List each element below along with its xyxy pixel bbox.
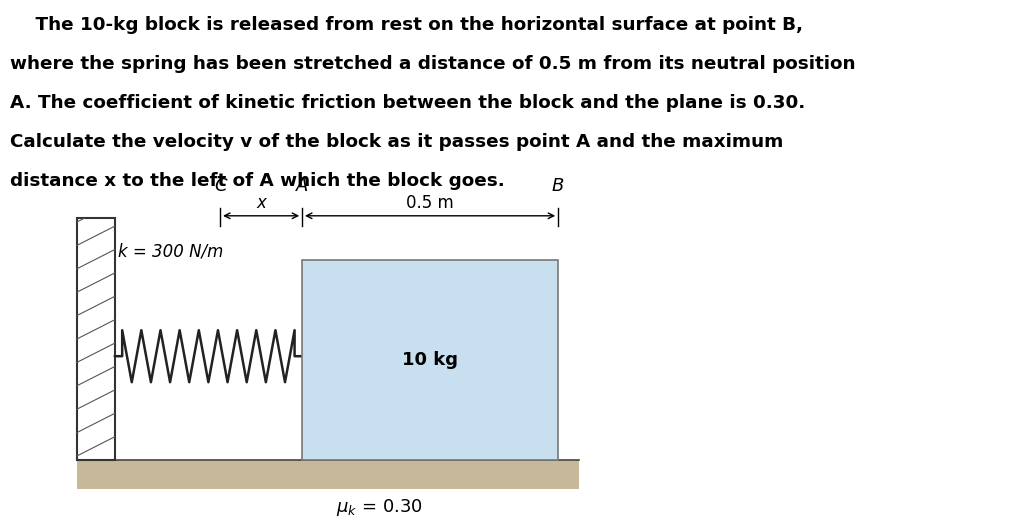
- Text: where the spring has been stretched a distance of 0.5 m from its neutral positio: where the spring has been stretched a di…: [10, 55, 856, 73]
- Text: k = 300 N/m: k = 300 N/m: [118, 242, 223, 260]
- Bar: [302, 260, 558, 460]
- Text: 10 kg: 10 kg: [402, 351, 458, 369]
- Text: The 10-kg block is released from rest on the horizontal surface at point B,: The 10-kg block is released from rest on…: [10, 16, 803, 34]
- Text: $\mu_k$ = 0.30: $\mu_k$ = 0.30: [336, 497, 422, 517]
- Text: 0.5 m: 0.5 m: [407, 193, 454, 212]
- Bar: [77, 460, 579, 489]
- Text: A. The coefficient of kinetic friction between the block and the plane is 0.30.: A. The coefficient of kinetic friction b…: [10, 94, 806, 112]
- Bar: [77, 218, 115, 460]
- Text: C: C: [214, 177, 226, 195]
- Text: distance x to the left of A which the block goes.: distance x to the left of A which the bl…: [10, 172, 505, 190]
- Text: A: A: [296, 177, 308, 195]
- Text: Calculate the velocity v of the block as it passes point A and the maximum: Calculate the velocity v of the block as…: [10, 133, 783, 151]
- Text: x: x: [256, 193, 266, 212]
- Text: B: B: [552, 177, 564, 195]
